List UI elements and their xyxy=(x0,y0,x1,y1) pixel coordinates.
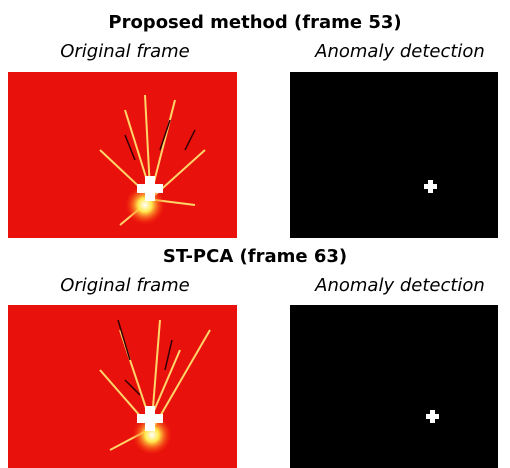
right-caption: Anomaly detection xyxy=(314,41,485,62)
left-caption: Original frame xyxy=(60,275,190,296)
right-caption: Anomaly detection xyxy=(314,275,485,296)
original-frame xyxy=(8,305,237,468)
figure: Proposed method (frame 53) Original fram… xyxy=(0,0,510,468)
panel-title: ST-PCA (frame 63) xyxy=(163,246,347,267)
original-frame xyxy=(8,72,237,238)
left-caption: Original frame xyxy=(60,41,190,62)
anomaly-map xyxy=(290,72,498,238)
panel-title: Proposed method (frame 53) xyxy=(108,12,401,33)
anomaly-map xyxy=(290,305,498,468)
